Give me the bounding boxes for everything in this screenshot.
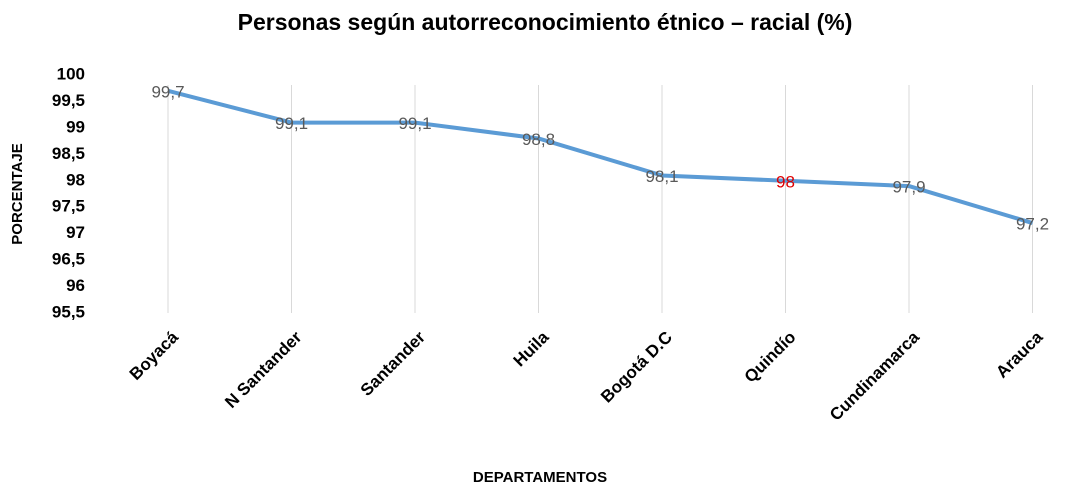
y-tick-label: 95,5 [52, 302, 85, 321]
y-tick-label: 96,5 [52, 250, 85, 269]
x-tick-label: Cundinamarca [826, 327, 923, 424]
y-tick-label: 96 [66, 276, 85, 295]
data-label: 97,2 [1016, 215, 1049, 234]
x-tick-label: N Santander [221, 327, 306, 412]
data-label: 97,9 [892, 178, 925, 197]
x-tick-label: Arauca [992, 327, 1047, 382]
y-tick-label: 99,5 [52, 91, 85, 110]
data-label: 99,1 [398, 114, 431, 133]
x-tick-label: Bogotá D.C [597, 328, 676, 407]
line [167, 88, 1034, 226]
y-tick-label: 100 [57, 64, 85, 83]
x-tick-label: Boyacá [126, 327, 183, 384]
chart-title: Personas según autorreconocimiento étnic… [238, 9, 853, 35]
x-tick-label: Quindío [741, 328, 800, 387]
x-tick-label: Huila [510, 327, 553, 370]
data-label: 98,1 [645, 167, 678, 186]
data-label: 98,8 [522, 130, 555, 149]
y-tick-label: 97 [66, 223, 85, 242]
y-tick-label: 99 [66, 117, 85, 136]
x-tick-label: Santander [357, 327, 429, 399]
y-tick-label: 98 [66, 170, 85, 189]
data-label: 98 [776, 172, 795, 191]
data-label: 99,1 [275, 114, 308, 133]
data-label: 99,7 [151, 82, 184, 101]
y-tick-label: 97,5 [52, 197, 85, 216]
x-axis-title: DEPARTAMENTOS [473, 469, 607, 486]
y-tick-label: 98,5 [52, 144, 85, 163]
y-axis-title: PORCENTAJE [9, 143, 26, 244]
